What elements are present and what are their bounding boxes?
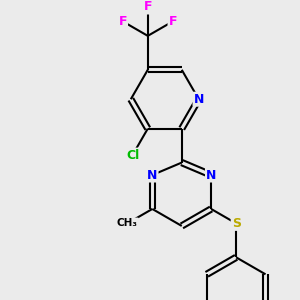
Text: F: F	[169, 15, 177, 28]
Text: N: N	[194, 93, 204, 106]
Text: S: S	[232, 217, 241, 230]
Text: N: N	[206, 169, 216, 182]
Text: F: F	[143, 1, 152, 13]
Text: CH₃: CH₃	[117, 218, 138, 228]
Text: N: N	[147, 169, 158, 182]
Text: Cl: Cl	[126, 148, 139, 162]
Text: F: F	[118, 15, 127, 28]
